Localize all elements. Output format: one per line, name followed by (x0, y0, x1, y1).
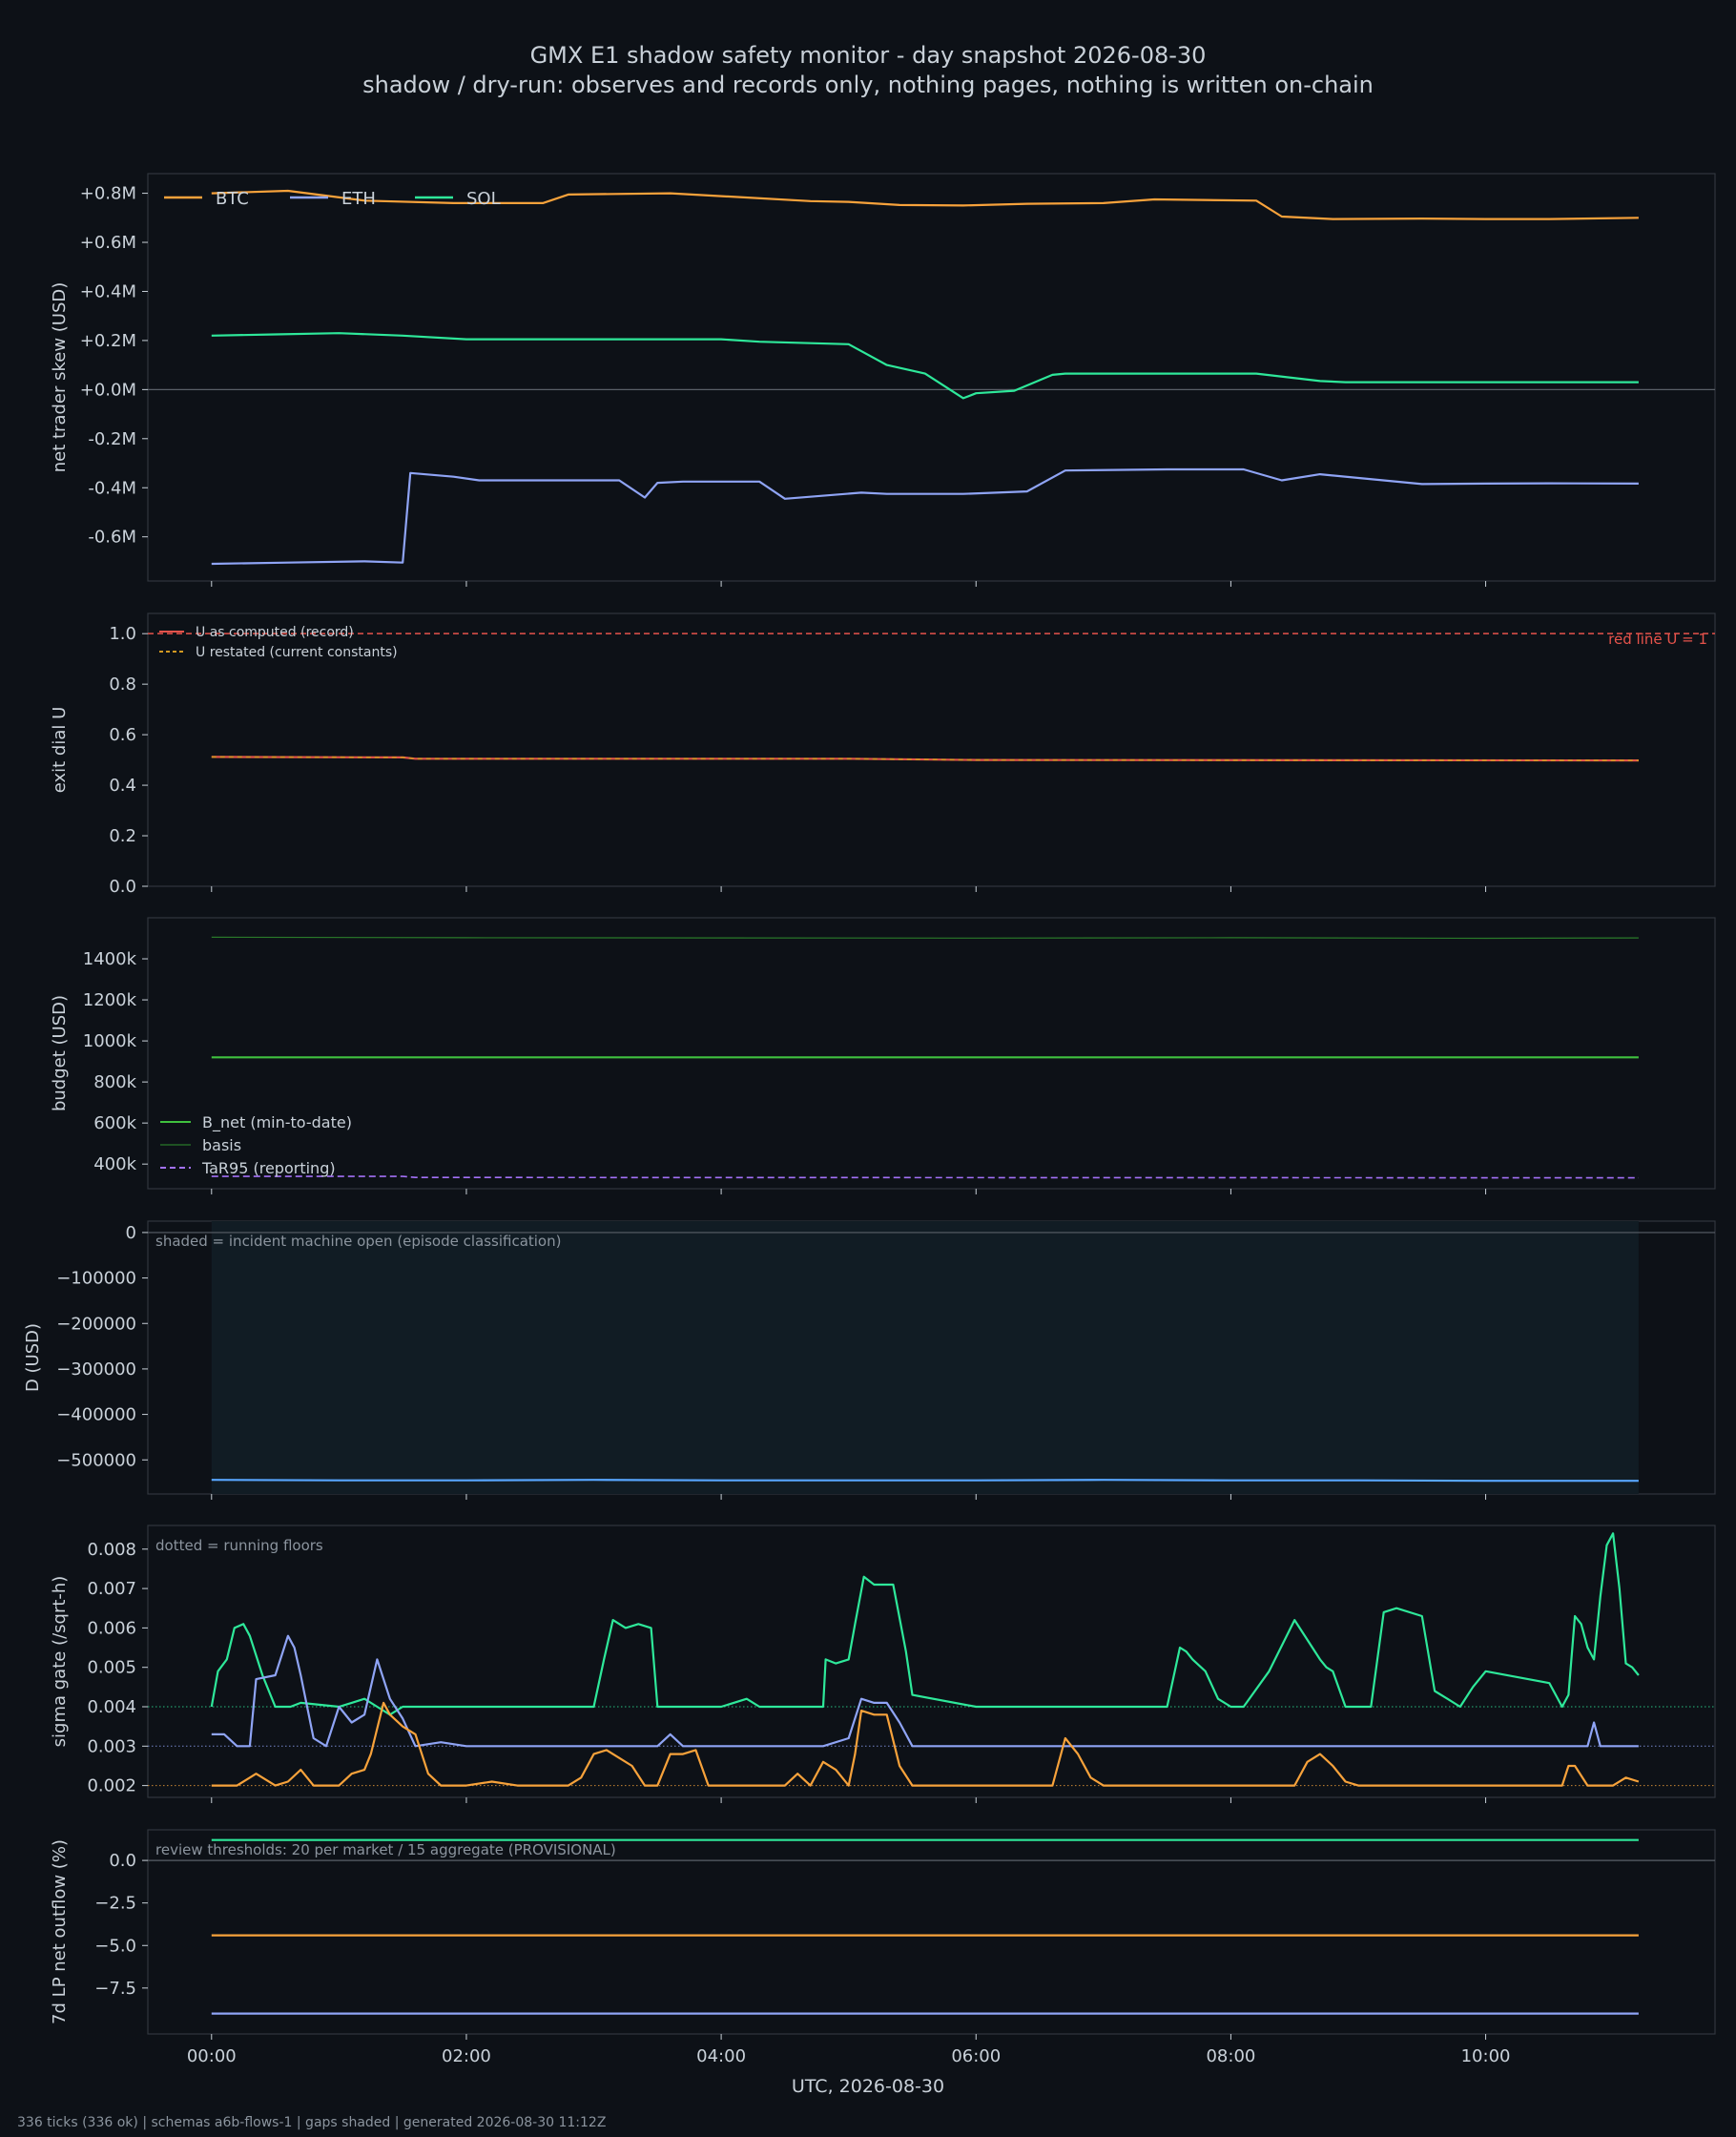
series-basis-line (211, 936, 1639, 940)
y-tick-label: −7.5 (94, 1979, 136, 1999)
y-tick-label: -0.4M (88, 478, 136, 498)
y-tick-label: 400k (93, 1154, 136, 1174)
series-d-line (211, 1479, 1639, 1483)
y-tick-label: 0.007 (87, 1579, 136, 1599)
y-axis-label: 7d LP net outflow (%) (50, 1839, 70, 2024)
y-tick-label: +0.4M (80, 281, 136, 301)
legend-label: U as computed (record) (196, 625, 354, 640)
y-tick-label: +0.6M (80, 233, 136, 253)
incident-shade (211, 1221, 1639, 1494)
panel-budget: 400k 600k 800k 1000k 1200k 1400k budget (USD) B… (50, 917, 1716, 1194)
y-tick-label: 0.2 (109, 826, 136, 846)
series-tar95-reporting--line (211, 1175, 1639, 1179)
series-sol-line (211, 332, 1639, 400)
y-tick-label: 0 (126, 1223, 136, 1243)
y-axis-label: D (USD) (23, 1323, 43, 1392)
y-tick-label: 0.004 (87, 1697, 136, 1717)
y-tick-label: 600k (93, 1113, 136, 1133)
y-tick-label: 0.0 (109, 1851, 136, 1871)
y-tick-label: +0.8M (80, 184, 136, 204)
y-tick-label: 0.4 (109, 776, 136, 796)
y-tick-label: −200000 (56, 1314, 136, 1334)
y-tick-label: 0.0 (109, 877, 136, 897)
legend-label: BTC (216, 189, 249, 209)
y-axis-label: exit dial U (50, 707, 70, 794)
chart-title: GMX E1 shadow safety monitor - day snaps… (530, 42, 1207, 69)
footer-status: 336 ticks (336 ok) | schemas a6b-flows-1… (17, 2115, 606, 2130)
x-tick-label: 06:00 (951, 2046, 1001, 2066)
x-tick-label: 00:00 (187, 2046, 237, 2066)
panels: -0.6M -0.4M -0.2M +0.0M +0.2M +0.4M +0.6M +0.8M… (23, 173, 1716, 2066)
y-axis-label: sigma gate (/sqrt-h) (50, 1576, 70, 1748)
y-tick-label: −300000 (56, 1359, 136, 1380)
plot-frame (147, 1525, 1716, 1798)
y-axis-label: net trader skew (USD) (50, 282, 70, 473)
legend-label: B_net (min-to-date) (202, 1113, 352, 1132)
y-tick-label: 0.6 (109, 725, 136, 745)
plot-frame (147, 917, 1716, 1190)
panel-skew: -0.6M -0.4M -0.2M +0.0M +0.2M +0.4M +0.6M +0.8M… (50, 173, 1716, 587)
panel-annotation: review thresholds: 20 per market / 15 ag… (155, 1841, 616, 1858)
y-tick-label: -0.2M (88, 429, 136, 449)
x-tick-label: 02:00 (442, 2046, 491, 2066)
series-u-as-computed-record--line (211, 756, 1639, 762)
y-tick-label: −400000 (56, 1405, 136, 1425)
y-tick-label: 0.005 (87, 1658, 136, 1678)
series-sol-line (210, 1532, 1640, 1716)
y-tick-label: 0.006 (87, 1618, 136, 1638)
x-tick-label: 08:00 (1206, 2046, 1255, 2066)
y-tick-label: +0.2M (80, 331, 136, 351)
y-tick-label: +0.0M (80, 380, 136, 400)
x-axis-label: UTC, 2026-08-30 (792, 2076, 944, 2097)
panel-exit: 0.0 0.2 0.4 0.6 0.8 1.0 exit dial U red line U … (50, 612, 1716, 897)
series-btc-line (211, 189, 1639, 220)
panel-D: −500000 −400000 −300000 −200000 −100000 0 D (U… (23, 1220, 1716, 1500)
panel-annotation: dotted = running floors (155, 1537, 323, 1554)
y-tick-label: 1400k (83, 949, 137, 969)
y-tick-label: −5.0 (94, 1936, 136, 1956)
y-tick-label: 0.8 (109, 674, 136, 695)
y-tick-label: 1000k (83, 1031, 137, 1051)
y-tick-label: 800k (93, 1072, 136, 1092)
y-tick-label: 0.008 (87, 1540, 136, 1560)
y-axis-label: budget (USD) (50, 995, 70, 1111)
series-eth-line (211, 1634, 1639, 1748)
red-line-label: red line U = 1 (1608, 631, 1707, 648)
legend-label: U restated (current constants) (196, 645, 398, 660)
y-tick-label: -0.6M (88, 528, 136, 548)
legend-label: SOL (466, 189, 501, 209)
plot-frame (147, 1829, 1716, 2035)
chart-subtitle: shadow / dry-run: observes and records o… (362, 72, 1374, 98)
series-eth-line (211, 467, 1639, 566)
y-tick-label: 1.0 (109, 624, 136, 644)
y-tick-label: 0.002 (87, 1776, 136, 1796)
legend-label: TaR95 (reporting) (201, 1159, 336, 1177)
y-tick-label: 1200k (83, 990, 137, 1010)
legend-label: basis (202, 1136, 241, 1154)
panel-lp: −7.5 −5.0 −2.5 0.0 7d LP net outflow (%) revi… (50, 1829, 1716, 2066)
panel-sigma: 0.002 0.003 0.004 0.005 0.006 0.007 0.008 sigma… (50, 1525, 1716, 1803)
x-tick-label: 10:00 (1461, 2046, 1511, 2066)
x-tick-label: 04:00 (696, 2046, 746, 2066)
legend-label: ETH (341, 189, 376, 209)
panel-annotation: shaded = incident machine open (episode … (155, 1233, 561, 1250)
y-tick-label: 0.003 (87, 1736, 136, 1756)
y-tick-label: −500000 (56, 1450, 136, 1470)
series-btc-line (211, 1701, 1640, 1787)
y-tick-label: −2.5 (94, 1894, 136, 1914)
plot-frame (147, 612, 1716, 887)
y-tick-label: −100000 (56, 1269, 136, 1289)
